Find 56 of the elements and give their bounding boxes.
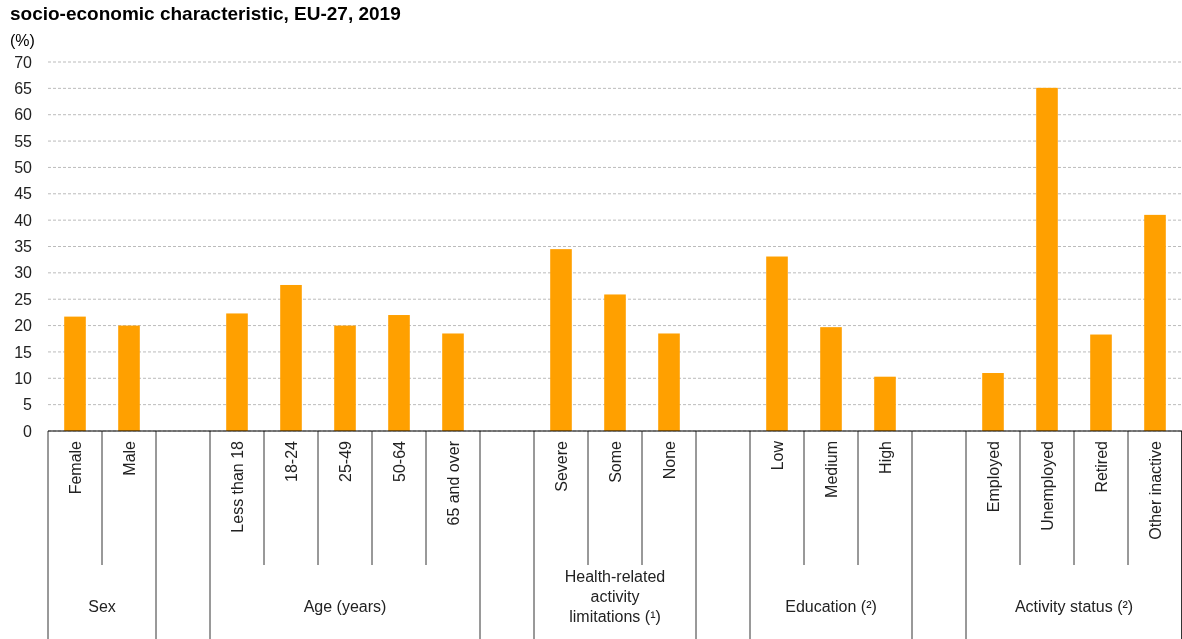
x-tick-label: 25-49 bbox=[336, 440, 354, 482]
y-tick-label: 10 bbox=[14, 369, 33, 387]
x-tick-label: 50-64 bbox=[390, 440, 408, 482]
bar bbox=[604, 294, 626, 431]
bar bbox=[1036, 87, 1058, 431]
bar bbox=[280, 284, 302, 431]
bar bbox=[442, 333, 464, 431]
bar bbox=[226, 313, 248, 431]
bar bbox=[334, 325, 356, 431]
bar bbox=[64, 316, 86, 431]
bar bbox=[820, 327, 842, 431]
bar bbox=[1090, 334, 1112, 431]
bar bbox=[1144, 214, 1166, 431]
y-tick-label: 20 bbox=[14, 317, 33, 335]
y-tick-label: 70 bbox=[14, 53, 33, 71]
y-tick-label: 40 bbox=[14, 211, 33, 229]
x-tick-label: None bbox=[660, 440, 678, 480]
bar bbox=[550, 249, 572, 431]
bar bbox=[118, 325, 140, 431]
x-tick-label: Male bbox=[120, 440, 138, 476]
y-tick-label: 50 bbox=[14, 159, 33, 177]
x-tick-label: Other inactive bbox=[1146, 440, 1164, 540]
y-tick-label: 55 bbox=[14, 132, 33, 150]
x-tick-label: Retired bbox=[1092, 441, 1110, 493]
y-tick-label: 45 bbox=[14, 185, 33, 203]
text: Activity status (²) bbox=[1014, 598, 1134, 615]
bar bbox=[982, 373, 1004, 431]
x-tick-label: High bbox=[876, 441, 894, 474]
y-tick-label: 30 bbox=[14, 264, 33, 282]
bar bbox=[766, 256, 788, 431]
y-axis-title: (%) bbox=[10, 32, 35, 49]
chart-title: socio-economic characteristic, EU-27, 2019 bbox=[10, 3, 401, 24]
x-tick-label: Employed bbox=[984, 441, 1002, 513]
x-tick-label: Low bbox=[768, 440, 786, 471]
text: Sex bbox=[88, 598, 116, 615]
bar bbox=[874, 376, 896, 431]
text: Education (²) bbox=[785, 598, 877, 615]
x-tick-label: Severe bbox=[552, 440, 570, 492]
x-tick-label: Female bbox=[66, 440, 84, 495]
bar bbox=[658, 333, 680, 431]
x-tick-label: Medium bbox=[822, 441, 840, 498]
x-tick-label: Less than 18 bbox=[228, 440, 246, 533]
x-tick-label: 18-24 bbox=[282, 440, 300, 482]
y-tick-label: 5 bbox=[23, 396, 33, 414]
y-tick-label: 0 bbox=[23, 422, 33, 440]
x-tick-label: Some bbox=[606, 440, 624, 483]
y-tick-label: 25 bbox=[14, 290, 33, 308]
bar bbox=[388, 315, 410, 431]
y-tick-label: 65 bbox=[14, 79, 33, 97]
text: Health-related activity limitations (¹) bbox=[564, 568, 666, 625]
text: Age (years) bbox=[303, 598, 387, 615]
y-tick-label: 35 bbox=[14, 238, 33, 256]
x-tick-label: 65 and over bbox=[444, 440, 462, 526]
x-tick-label: Unemployed bbox=[1038, 441, 1056, 531]
y-tick-label: 15 bbox=[14, 343, 33, 361]
y-tick-label: 60 bbox=[14, 106, 33, 124]
